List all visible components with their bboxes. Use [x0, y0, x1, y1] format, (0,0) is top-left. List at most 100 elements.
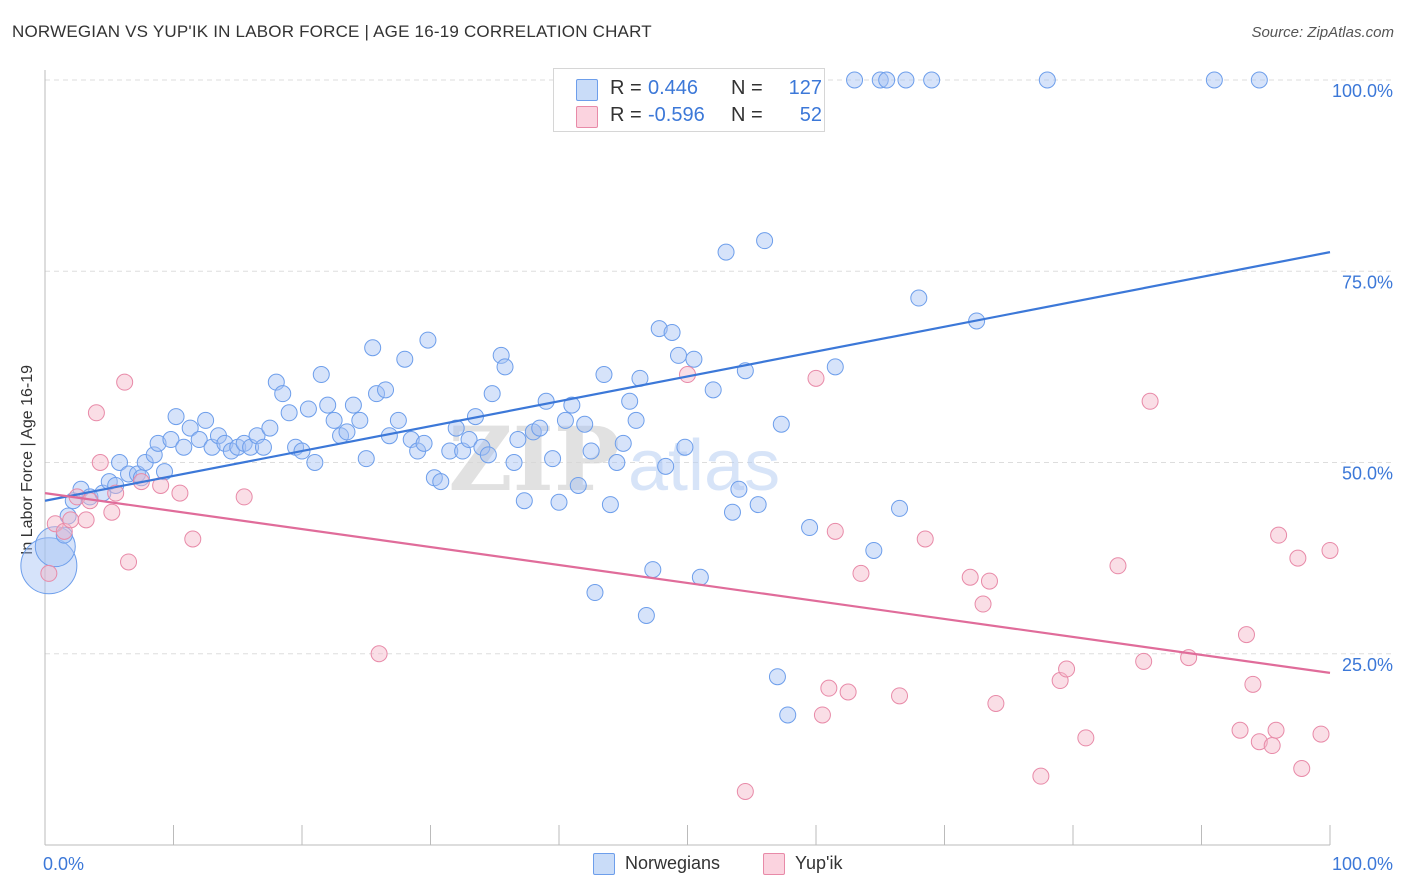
norwegians-point-93	[644, 561, 662, 579]
legend-swatch-norwegians	[576, 79, 598, 101]
norwegians-point-80	[563, 396, 581, 414]
norwegians-point-87	[608, 454, 626, 471]
yupik-point-18	[370, 645, 388, 663]
norwegians-point-50	[368, 385, 386, 403]
yupik-point-25	[839, 683, 857, 701]
yupik-point-12	[120, 553, 138, 571]
yupik-point-20	[736, 782, 754, 800]
norwegians-point-40	[306, 454, 324, 471]
axes	[44, 70, 1331, 846]
norwegians-point-64	[460, 431, 478, 449]
norwegians-point-103	[723, 503, 741, 521]
norwegians-point-49	[364, 339, 382, 357]
norwegians-point-86	[601, 496, 619, 514]
yupik-point-11	[116, 373, 134, 391]
yupik-point-28	[916, 530, 934, 548]
x-tick-label-0: 0.0%	[43, 854, 84, 874]
norwegians-point-102	[717, 243, 735, 261]
norwegians-point-109	[772, 415, 790, 433]
norwegians-point-122	[1038, 71, 1056, 89]
yupik-point-43	[1244, 675, 1262, 693]
norwegians-point-58	[419, 331, 437, 349]
yupik-point-47	[1270, 526, 1288, 544]
yupik-point-30	[974, 595, 992, 613]
yupik-point-38	[1135, 652, 1153, 670]
norwegians-point-99	[685, 350, 703, 368]
y-tick-label-0: 25.0%	[1342, 655, 1393, 675]
norwegians-point-96	[663, 323, 681, 341]
yupik-point-44	[1250, 733, 1268, 751]
legend-r-value: 0.446	[648, 77, 699, 99]
grid-lines	[45, 79, 1392, 655]
norwegians-point-78	[550, 493, 568, 511]
yupik-point-26	[852, 564, 870, 582]
yupik-point-37	[1109, 557, 1127, 575]
norwegians-point-53	[389, 411, 407, 429]
yupik-trend-line	[44, 492, 1331, 674]
norwegians-point-92	[637, 607, 655, 624]
bottom-legend-swatch-norwegians	[593, 853, 615, 875]
yupik-point-10	[107, 484, 125, 502]
norwegians-point-43	[325, 411, 343, 429]
bottom-legend-swatch-yupik	[763, 853, 785, 875]
norwegians-point-67	[479, 446, 497, 464]
norwegians-point-82	[576, 415, 594, 433]
norwegians-point-54	[396, 350, 414, 368]
norwegians-point-106	[749, 496, 767, 514]
norwegians-point-110	[779, 706, 797, 724]
norwegians-point-84	[586, 584, 604, 602]
norwegians-point-94	[650, 320, 668, 338]
yupik-point-45	[1263, 737, 1281, 755]
yupik-point-48	[1289, 549, 1307, 567]
norwegians-point-21	[181, 419, 199, 437]
y-tick-label-1: 50.0%	[1342, 464, 1393, 484]
yupik-point-36	[1077, 729, 1095, 747]
yupik-point-5	[77, 511, 95, 529]
yupik-point-27	[891, 687, 909, 705]
legend-r-value: -0.596	[648, 104, 705, 126]
watermark-atlas: atlas	[628, 426, 780, 506]
norwegians-point-69	[492, 346, 510, 364]
norwegians-point-42	[319, 396, 337, 414]
legend-n-label: N =	[731, 77, 763, 99]
norwegians-point-100	[691, 568, 709, 586]
norwegians-point-118	[897, 71, 915, 89]
yupik-point-49	[1293, 760, 1311, 777]
norwegians-point-60	[432, 473, 450, 491]
yupik-point-33	[1032, 767, 1050, 785]
norwegians-point-115	[871, 71, 889, 89]
legend-n-label: N =	[731, 104, 763, 126]
bottom-legend-label-yupik: Yup'ik	[795, 853, 843, 873]
norwegians-point-51	[377, 381, 395, 399]
norwegians-point-39	[299, 400, 317, 418]
yupik-point-7	[87, 404, 105, 422]
norwegians-point-111	[801, 519, 819, 537]
norwegians-point-107	[756, 232, 774, 250]
yupik-point-8	[91, 454, 109, 471]
norwegians-point-20	[175, 438, 193, 456]
norwegians-point-77	[544, 450, 562, 468]
norwegians-point-18	[162, 431, 180, 449]
data-points	[20, 71, 1339, 800]
norwegians-point-61	[441, 442, 459, 460]
norwegians-point-124	[1205, 71, 1223, 89]
y-tick-label-3: 100.0%	[1332, 81, 1393, 101]
norwegians-trend-line	[44, 251, 1331, 502]
norwegians-point-72	[509, 431, 527, 449]
norwegians-point-112	[826, 358, 844, 376]
norwegians-point-85	[595, 366, 613, 384]
yupik-point-9	[103, 503, 121, 521]
norwegians-point-114	[865, 541, 883, 559]
norwegians-point-81	[569, 476, 587, 494]
norwegians-point-22	[190, 431, 208, 449]
tick-labels: 25.0% 50.0% 75.0% 100.0% 0.0% 100.0%	[43, 81, 1393, 874]
yupik-point-50	[1312, 725, 1330, 743]
norwegians-point-89	[621, 392, 639, 410]
norwegians-point-108	[768, 668, 786, 686]
yupik-point-17	[235, 488, 253, 506]
norwegians-point-97	[670, 346, 688, 364]
yupik-point-32	[987, 694, 1005, 712]
yupik-point-39	[1141, 392, 1159, 410]
chart-title: NORWEGIAN VS YUP'IK IN LABOR FORCE | AGE…	[12, 22, 652, 41]
norwegians-point-79	[556, 411, 574, 429]
